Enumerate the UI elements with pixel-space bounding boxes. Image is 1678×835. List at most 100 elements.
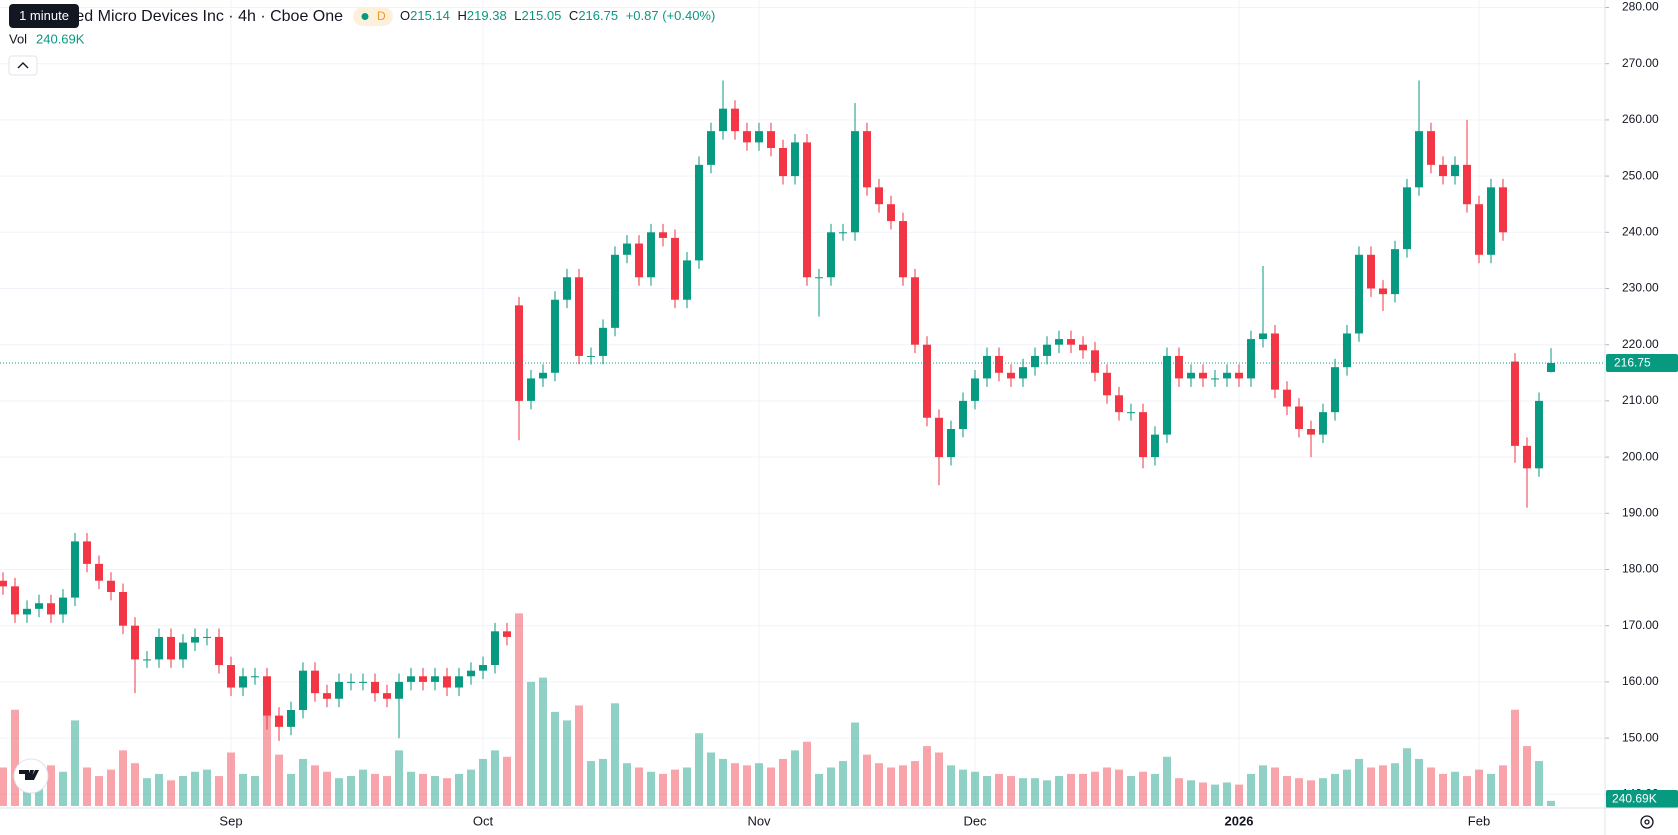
volume-bar [1067,773,1075,806]
volume-bar [875,763,883,806]
tradingview-logo[interactable] [13,758,49,794]
volume-bar [179,776,187,806]
legend: Advanced Micro Devices Inc · 4h · Cboe O… [8,4,715,76]
candle-body [1367,254,1375,289]
volume-bar [335,778,343,806]
candle-body [839,232,847,234]
volume-bar [83,767,91,806]
volume-bar [1019,778,1027,806]
volume-bar [1439,773,1447,806]
volume-bar [1355,758,1363,806]
candle-body [455,676,463,688]
volume-bar [1535,761,1543,806]
volume-bar [1271,767,1279,806]
candle-body [683,260,691,300]
candle-body [1175,355,1183,379]
volume-bar [1115,769,1123,806]
candle-body [1283,389,1291,407]
candle-body [695,164,703,261]
candle-body [887,204,895,222]
candle-body [1463,164,1471,205]
x-tick-label: Oct [473,813,494,828]
candle-body [827,232,835,278]
y-tick-label: 190.00 [1622,505,1659,519]
candle-body [395,681,403,699]
volume-bar [491,750,499,806]
candle-body [1331,367,1339,413]
candle-body [215,636,223,666]
candle-body [1511,361,1519,446]
volume-bar [323,771,331,806]
volume-value: 240.69K [36,31,85,46]
candle-body [479,665,487,671]
volume-bar [1031,778,1039,806]
volume-bar [1475,769,1483,806]
x-tick-label: Sep [219,813,242,828]
last-volume-label: 240.69K [1612,792,1657,806]
volume-bar [515,613,523,806]
volume-bar [995,773,1003,806]
volume-bar [575,705,583,806]
volume-bar [1091,771,1099,806]
candle-body [311,670,319,694]
volume-bar [659,773,667,806]
candle-body [1307,429,1315,435]
volume-bar [1379,765,1387,806]
collapse-button[interactable] [8,55,38,76]
volume-bar [299,758,307,806]
candle-body [623,243,631,255]
candle-body [587,355,595,357]
volume-bar [1487,773,1495,806]
volume-bar [1499,765,1507,806]
volume-bar [95,776,103,806]
volume-bar [731,763,739,806]
volume-bar [1199,782,1207,806]
volume-bar [263,703,271,806]
collapse-icon [17,62,29,69]
volume-bar [623,763,631,806]
candle-body [191,636,199,643]
gear-icon [1640,815,1654,829]
volume-bar [1283,776,1291,806]
candle-body [239,676,247,688]
candle-body [1379,288,1387,295]
volume-title: Vol [9,31,27,46]
volume-bar [1307,780,1315,806]
candle-body [1067,339,1075,345]
candle-body [899,221,907,278]
settings-button[interactable] [1640,815,1654,829]
candle-body [995,355,1003,373]
candle-body [155,636,163,660]
volume-layer [0,613,1555,806]
volume-bar [1343,769,1351,806]
volume-bar [1259,765,1267,806]
candle-body [1259,333,1267,340]
volume-bar [563,720,571,806]
candle-body [1415,131,1423,188]
candle-body [83,541,91,564]
ohlc-label: O [400,8,410,23]
volume-bar [359,769,367,806]
candle-body [1019,367,1027,379]
candle-body [131,625,139,660]
volume-bar [971,771,979,806]
candle-body [1151,434,1159,458]
candle-body [791,142,799,177]
candle-body [419,676,427,682]
volume-bar [239,773,247,806]
candle-body [599,327,607,356]
volume-bar [839,761,847,806]
y-tick-label: 270.00 [1622,56,1659,70]
volume-bar [1055,776,1063,806]
volume-bar [1391,763,1399,806]
candle-body [635,243,643,278]
volume-bar [131,763,139,806]
x-tick-label: 2026 [1225,813,1254,828]
volume-bar [371,773,379,806]
candle-body [1343,333,1351,368]
last-price-label: 216.75 [1614,356,1651,370]
volume-bar [1187,780,1195,806]
volume-bar [155,773,163,806]
volume-bar [947,765,955,806]
